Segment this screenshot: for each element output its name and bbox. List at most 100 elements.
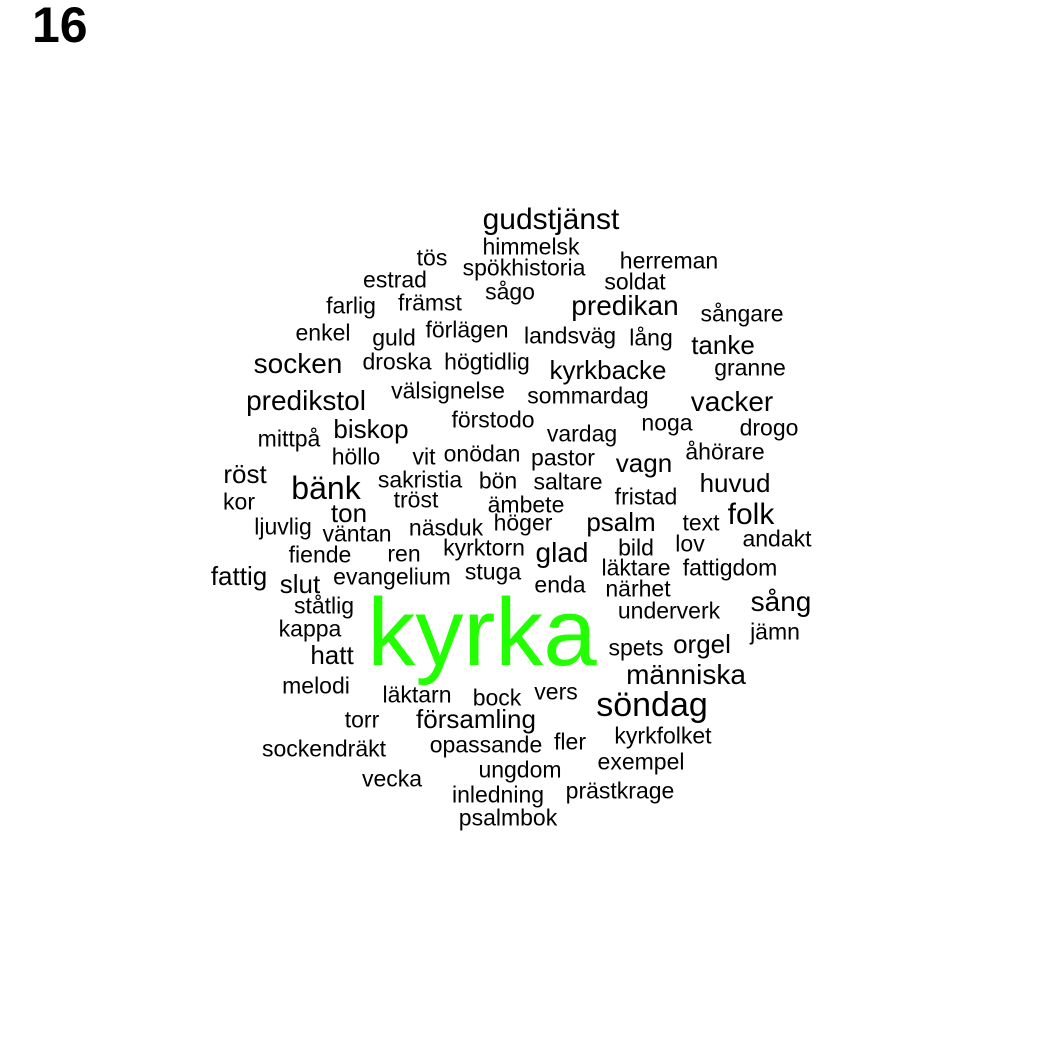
cloud-word: ståtlig bbox=[293, 592, 355, 619]
cloud-word: lång bbox=[629, 324, 673, 351]
cloud-word: tanke bbox=[691, 330, 755, 360]
cloud-word: bild bbox=[618, 534, 654, 561]
cloud-word: lov bbox=[675, 530, 705, 557]
cloud-word: sågo bbox=[485, 278, 535, 305]
cloud-word: ljuvlig bbox=[254, 513, 312, 540]
cloud-word: spökhistoria bbox=[462, 254, 586, 281]
cloud-word: välsignelse bbox=[391, 377, 505, 404]
cloud-word: ren bbox=[387, 540, 421, 567]
cloud-word: psalm bbox=[586, 507, 656, 537]
cloud-word: jämn bbox=[750, 618, 800, 645]
cloud-word: torr bbox=[344, 706, 380, 733]
cloud-word: bänk bbox=[291, 470, 361, 506]
cloud-word: saltare bbox=[533, 468, 603, 495]
cloud-word: text bbox=[682, 509, 720, 536]
cloud-word: melodi bbox=[282, 672, 350, 699]
cloud-word: kyrkbacke bbox=[549, 355, 667, 385]
cloud-word: ämbete bbox=[487, 491, 565, 518]
cloud-word: församling bbox=[416, 704, 536, 734]
cloud-word: granne bbox=[714, 354, 786, 381]
cloud-word: evangelium bbox=[333, 563, 451, 590]
cloud-word: psalmbok bbox=[458, 804, 558, 831]
cloud-word: fiende bbox=[288, 541, 352, 568]
cloud-word: estrad bbox=[363, 266, 427, 293]
cloud-word: mittpå bbox=[257, 425, 321, 452]
cloud-word: näsduk bbox=[408, 514, 484, 541]
cloud-word: slut bbox=[279, 569, 321, 599]
cloud-word: andakt bbox=[742, 525, 812, 552]
cloud-word: röst bbox=[223, 459, 267, 489]
cloud-word: guld bbox=[372, 324, 416, 351]
cloud-word: förstodo bbox=[451, 406, 535, 433]
cloud-word: sommardag bbox=[527, 382, 649, 409]
cloud-word: pastor bbox=[531, 444, 595, 471]
cloud-word: höllo bbox=[331, 443, 381, 470]
cloud-word: sakristia bbox=[377, 466, 463, 493]
cloud-word: åhörare bbox=[685, 438, 765, 465]
cloud-word: predikstol bbox=[246, 385, 366, 416]
cloud-word: opassande bbox=[429, 731, 543, 758]
cloud-word: bock bbox=[472, 684, 522, 711]
cloud-word: noga bbox=[641, 409, 693, 436]
cloud-word: läktare bbox=[601, 554, 671, 581]
cloud-word: kor bbox=[223, 488, 255, 515]
cloud-word: hatt bbox=[310, 640, 354, 670]
cloud-word: prästkrage bbox=[565, 777, 675, 804]
cloud-word: kyrktorn bbox=[443, 534, 525, 561]
cloud-word: vit bbox=[412, 443, 436, 470]
cloud-word: främst bbox=[398, 289, 462, 316]
cloud-word: förlägen bbox=[425, 316, 509, 343]
cloud-word: gudstjänst bbox=[482, 203, 620, 236]
cloud-word: herreman bbox=[619, 247, 719, 274]
cloud-word: predikan bbox=[571, 290, 679, 321]
cloud-word: sång bbox=[750, 586, 812, 617]
cloud-word: exempel bbox=[597, 748, 685, 775]
cloud-word: läktarn bbox=[382, 681, 452, 708]
cloud-word: fler bbox=[554, 728, 586, 755]
cloud-word: stuga bbox=[464, 558, 522, 585]
cloud-word: glad bbox=[535, 537, 589, 568]
cloud-word: kyrka bbox=[367, 579, 597, 686]
cloud-word: underverk bbox=[617, 597, 721, 624]
cloud-word: droska bbox=[362, 348, 432, 375]
cloud-word: onödan bbox=[443, 440, 521, 467]
cloud-word: sockendräkt bbox=[261, 735, 387, 762]
cloud-word: soldat bbox=[604, 268, 666, 295]
cloud-word: ungdom bbox=[478, 756, 562, 783]
cloud-word: enkel bbox=[295, 319, 351, 346]
cloud-word: tös bbox=[416, 244, 448, 271]
cloud-word: fattigdom bbox=[682, 554, 778, 581]
cloud-word: väntan bbox=[322, 520, 392, 547]
cloud-word: vecka bbox=[361, 765, 423, 792]
cloud-word: bön bbox=[478, 467, 518, 494]
cloud-word: söndag bbox=[596, 686, 708, 724]
cloud-word: människa bbox=[626, 659, 746, 690]
cloud-word: landsväg bbox=[523, 322, 617, 349]
cloud-word: tröst bbox=[393, 486, 439, 513]
cloud-word: drogo bbox=[739, 414, 799, 441]
cloud-word: farlig bbox=[326, 292, 376, 319]
cloud-word: biskop bbox=[333, 414, 409, 444]
cloud-word: fristad bbox=[614, 483, 678, 510]
cloud-word: vardag bbox=[546, 420, 618, 447]
cloud-word: kyrkfolket bbox=[614, 722, 712, 749]
cloud-word: kappa bbox=[278, 615, 342, 642]
cloud-word: ton bbox=[330, 498, 368, 528]
cloud-word: vagn bbox=[615, 448, 673, 478]
page-title: 16 bbox=[32, 0, 88, 53]
cloud-word: himmelsk bbox=[482, 233, 580, 260]
cloud-word: vers bbox=[534, 678, 578, 705]
cloud-word: inledning bbox=[451, 781, 545, 808]
cloud-word: spets bbox=[608, 634, 664, 661]
cloud-word: fattig bbox=[210, 561, 268, 591]
cloud-word: höger bbox=[493, 509, 553, 536]
cloud-word: högtidlig bbox=[444, 348, 530, 375]
cloud-word: enda bbox=[534, 571, 586, 598]
cloud-word: folk bbox=[727, 498, 775, 531]
cloud-word: huvud bbox=[699, 468, 771, 498]
cloud-word: sångare bbox=[700, 300, 784, 327]
cloud-word: orgel bbox=[673, 629, 731, 659]
cloud-word: vacker bbox=[690, 386, 774, 417]
cloud-word: socken bbox=[253, 348, 343, 379]
